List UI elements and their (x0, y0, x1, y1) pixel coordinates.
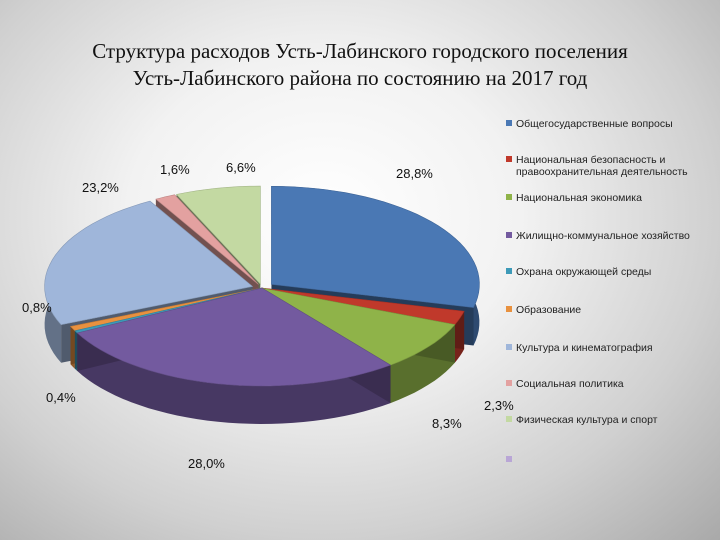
chart-title-line-2: Усть-Лабинского района по состоянию на 2… (132, 66, 588, 90)
legend-swatch-9 (506, 456, 512, 462)
legend-swatch-4 (506, 268, 512, 274)
pie-slice-2 (261, 287, 456, 366)
legend-item-6: Культура и кинематография (506, 342, 711, 354)
legend-label-3: Жилищно-коммунальное хозяйство (516, 230, 690, 242)
legend-swatch-3 (506, 232, 512, 238)
data-label-3: 28,0% (188, 456, 225, 471)
data-label-5: 0,8% (22, 300, 52, 315)
legend-item-2: Национальная экономика (506, 192, 711, 204)
legend-label-8: Физическая культура и спорт (516, 414, 658, 426)
legend-swatch-1 (506, 156, 512, 162)
legend-swatch-2 (506, 194, 512, 200)
legend-item-0: Общегосударственные вопросы (506, 118, 711, 130)
legend-label-7: Социальная политика (516, 378, 624, 390)
pie-slice-6 (44, 200, 254, 326)
legend-label-2: Национальная экономика (516, 192, 642, 204)
legend-label-5: Образование (516, 304, 582, 316)
chart-title: Структура расходов Усть-Лабинского город… (0, 38, 720, 92)
legend-label-6: Культура и кинематография (516, 342, 653, 354)
legend-label-1: Национальная безопасность и правоохранит… (516, 154, 688, 178)
pie-slice-3 (76, 287, 392, 387)
legend-swatch-8 (506, 416, 512, 422)
pie-slice-7 (155, 194, 259, 285)
chart-title-line-1: Структура расходов Усть-Лабинского город… (92, 39, 628, 63)
data-label-0: 28,8% (396, 166, 433, 181)
legend-label-4: Охрана окружающей среды (516, 266, 652, 278)
legend-item-7: Социальная политика (506, 378, 711, 390)
legend-item-3: Жилищно-коммунальное хозяйство (506, 230, 711, 242)
data-label-7: 1,6% (160, 162, 190, 177)
data-label-2: 8,3% (432, 416, 462, 431)
legend-label-0: Общегосударственные вопросы (516, 118, 673, 130)
legend-item-5: Образование (506, 304, 711, 316)
pie-slice-side-3 (77, 333, 391, 424)
legend-swatch-7 (506, 380, 512, 386)
legend-swatch-0 (506, 120, 512, 126)
pie-slice-8 (175, 185, 261, 285)
legend-item-4: Охрана окружающей среды (506, 266, 711, 278)
legend-item-8: Физическая культура и спорт (506, 414, 711, 426)
data-label-1: 2,3% (484, 398, 514, 413)
legend-swatch-5 (506, 306, 512, 312)
legend-swatch-6 (506, 344, 512, 350)
pie-slice-0 (271, 185, 480, 308)
data-label-8: 6,6% (226, 160, 256, 175)
data-label-6: 23,2% (82, 180, 119, 195)
data-label-4: 0,4% (46, 390, 76, 405)
legend-item-1: Национальная безопасность и правоохранит… (506, 154, 711, 178)
